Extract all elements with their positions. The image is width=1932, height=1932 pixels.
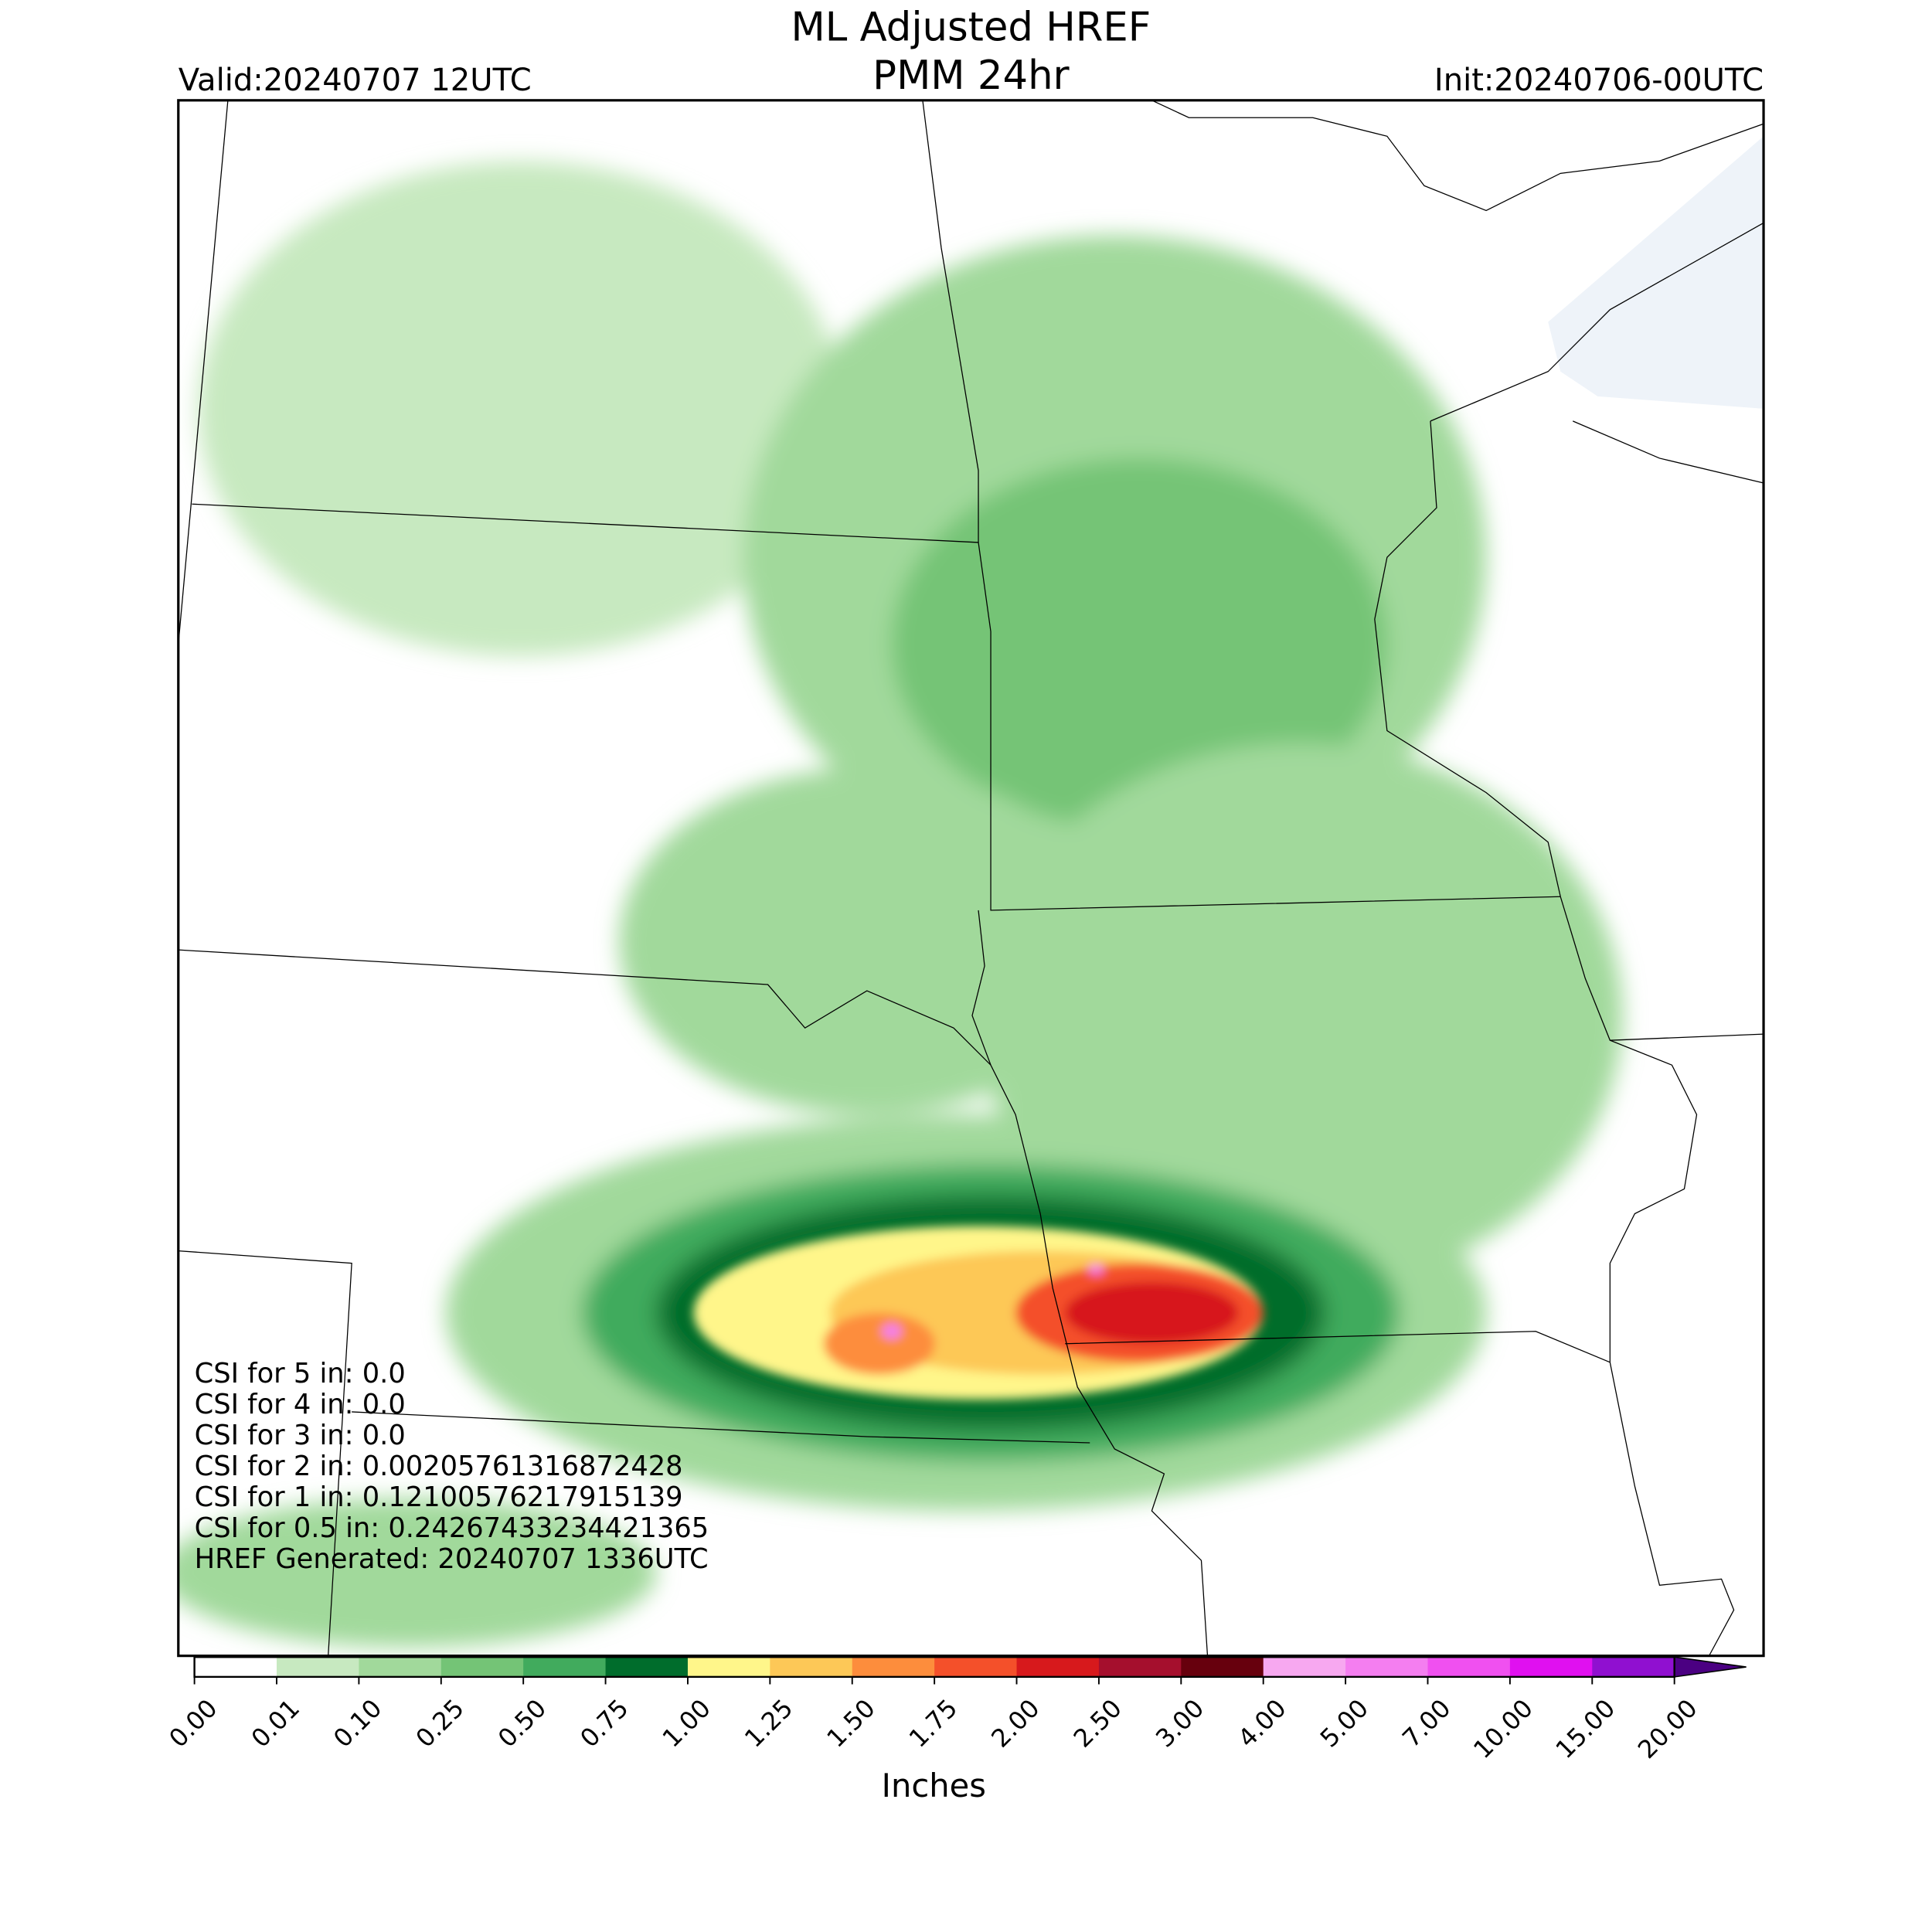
colorbar-tick-label: 3.00 <box>1150 1693 1209 1753</box>
csi-annotation: HREF Generated: 20240707 1336UTC <box>195 1543 709 1575</box>
title: ML Adjusted HREF <box>791 4 1151 50</box>
colorbar: 0.00 0.01 0.10 0.25 0.50 0.75 1.00 1.25 1.50 1.75… <box>163 1656 1747 1764</box>
colorbar-segment <box>1016 1657 1100 1677</box>
colorbar-segment <box>1509 1657 1594 1677</box>
colorbar-tick-label: 1.75 <box>903 1693 963 1753</box>
lake <box>1548 136 1764 409</box>
csi-annotation: CSI for 0.5 in: 0.24267433234421365 <box>195 1512 709 1544</box>
colorbar-tick-label: 2.50 <box>1068 1693 1128 1753</box>
colorbar-segment <box>440 1657 524 1677</box>
colorbar-segment <box>687 1657 771 1677</box>
colorbar-tick-label: 15.00 <box>1550 1693 1621 1764</box>
csi-annotation: CSI for 2 in: 0.00205761316872428 <box>195 1451 683 1482</box>
colorbar-label: Inches <box>882 1767 986 1804</box>
subtitle: PMM 24hr <box>872 53 1070 99</box>
colorbar-tick-label: 0.01 <box>246 1693 305 1753</box>
colorbar-segment <box>1345 1657 1429 1677</box>
colorbar-segment <box>523 1657 607 1677</box>
colorbar-tick-label: 0.25 <box>410 1693 470 1753</box>
valid-time: Valid:20240707 12UTC <box>179 63 532 98</box>
map-frame <box>177 99 1765 1658</box>
csi-annotation: CSI for 3 in: 0.0 <box>195 1420 406 1451</box>
colorbar-segment <box>194 1657 277 1677</box>
colorbar-segment <box>852 1657 935 1677</box>
colorbar-tick-label: 0.00 <box>163 1693 223 1753</box>
colorbar-segment <box>1427 1657 1511 1677</box>
init-time: Init:20240706-00UTC <box>1434 63 1764 98</box>
colorbar-tick-label: 7.00 <box>1396 1693 1456 1753</box>
colorbar-tick-label: 5.00 <box>1315 1693 1374 1753</box>
csi-annotation: CSI for 1 in: 0.12100576217915139 <box>195 1481 683 1513</box>
colorbar-extension <box>1673 1656 1747 1678</box>
colorbar-tick-label: 0.10 <box>328 1693 387 1753</box>
state-borders <box>178 100 1764 1656</box>
colorbar-segment <box>1263 1657 1346 1677</box>
colorbar-tick-label: 1.50 <box>821 1693 880 1753</box>
precip-core <box>693 1226 1264 1400</box>
map <box>178 100 1764 1656</box>
colorbar-segment <box>359 1657 442 1677</box>
colorbar-segment <box>1181 1657 1264 1677</box>
csi-annotation: CSI for 4 in: 0.0 <box>195 1389 406 1420</box>
colorbar-segment <box>1098 1657 1182 1677</box>
colorbar-segment <box>276 1657 360 1677</box>
csi-annotation: CSI for 5 in: 0.0 <box>195 1358 406 1389</box>
colorbar-tick-label: 1.25 <box>739 1693 798 1753</box>
colorbar-tick-label: 1.00 <box>657 1693 716 1753</box>
colorbar-tick-label: 10.00 <box>1468 1693 1539 1764</box>
colorbar-tick-label: 0.50 <box>492 1693 552 1753</box>
colorbar-segment <box>605 1657 689 1677</box>
colorbar-segment <box>1592 1657 1675 1677</box>
colorbar-tick-label: 2.00 <box>985 1693 1045 1753</box>
colorbar-segment <box>770 1657 853 1677</box>
colorbar-tick-label: 0.75 <box>574 1693 634 1753</box>
colorbar-segment <box>934 1657 1018 1677</box>
colorbar-tick-label: 20.00 <box>1632 1693 1703 1764</box>
colorbar-tick-label: 4.00 <box>1232 1693 1291 1753</box>
